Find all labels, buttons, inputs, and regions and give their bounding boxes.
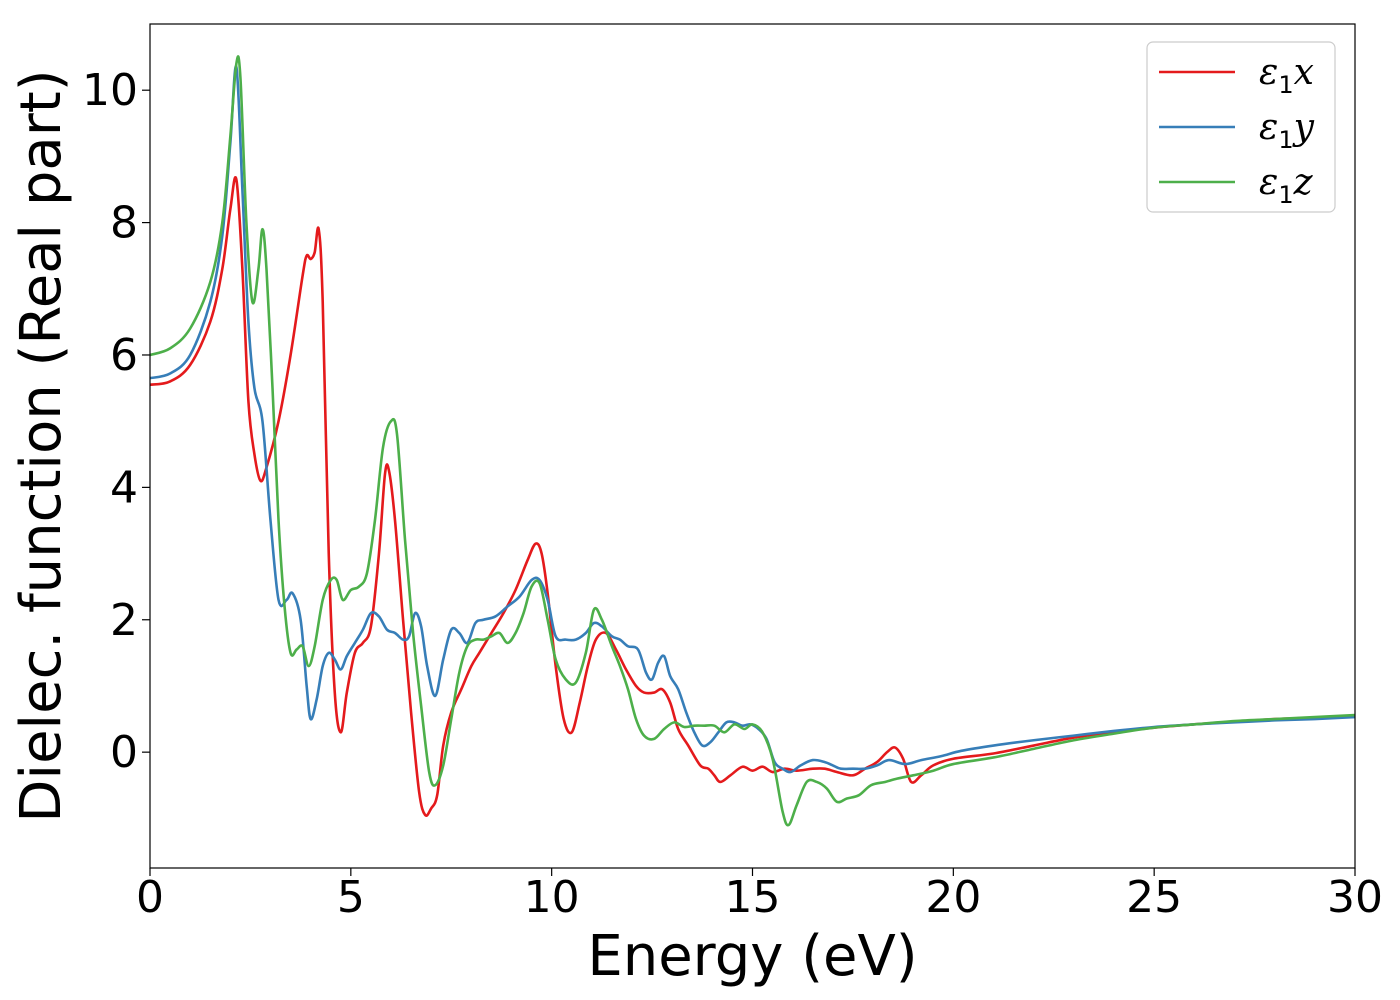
x-axis-label: Energy (eV) bbox=[587, 924, 917, 989]
x-tick-label: 15 bbox=[725, 872, 781, 923]
y-axis-label: Dielec. function (Real part) bbox=[9, 69, 74, 822]
legend-label: ε1z bbox=[1259, 162, 1314, 209]
y-tick-label: 4 bbox=[110, 462, 138, 513]
y-tick-label: 2 bbox=[110, 595, 138, 646]
y-tick-label: 8 bbox=[110, 198, 138, 249]
y-tick-label: 6 bbox=[110, 330, 138, 381]
x-tick-label: 0 bbox=[136, 872, 164, 923]
series-line-y bbox=[150, 65, 1355, 774]
y-axis-ticks: 0 2 4 6 8 10 bbox=[82, 65, 150, 778]
legend: ε1x ε1y ε1z bbox=[1146, 41, 1336, 213]
x-tick-label: 10 bbox=[524, 872, 580, 923]
x-tick-label: 25 bbox=[1126, 872, 1182, 923]
x-tick-label: 20 bbox=[925, 872, 981, 923]
x-axis-ticks: 0 5 10 15 20 25 30 bbox=[136, 868, 1383, 923]
legend-label: ε1x bbox=[1259, 52, 1314, 99]
series-line-x bbox=[150, 176, 1355, 817]
y-tick-label: 10 bbox=[82, 65, 138, 116]
legend-box bbox=[1146, 41, 1336, 213]
legend-label: ε1y bbox=[1259, 107, 1315, 154]
series-lines bbox=[150, 55, 1355, 827]
x-tick-label: 30 bbox=[1327, 872, 1383, 923]
series-line-z bbox=[150, 55, 1355, 827]
y-tick-label: 0 bbox=[110, 727, 138, 778]
x-tick-label: 5 bbox=[337, 872, 365, 923]
